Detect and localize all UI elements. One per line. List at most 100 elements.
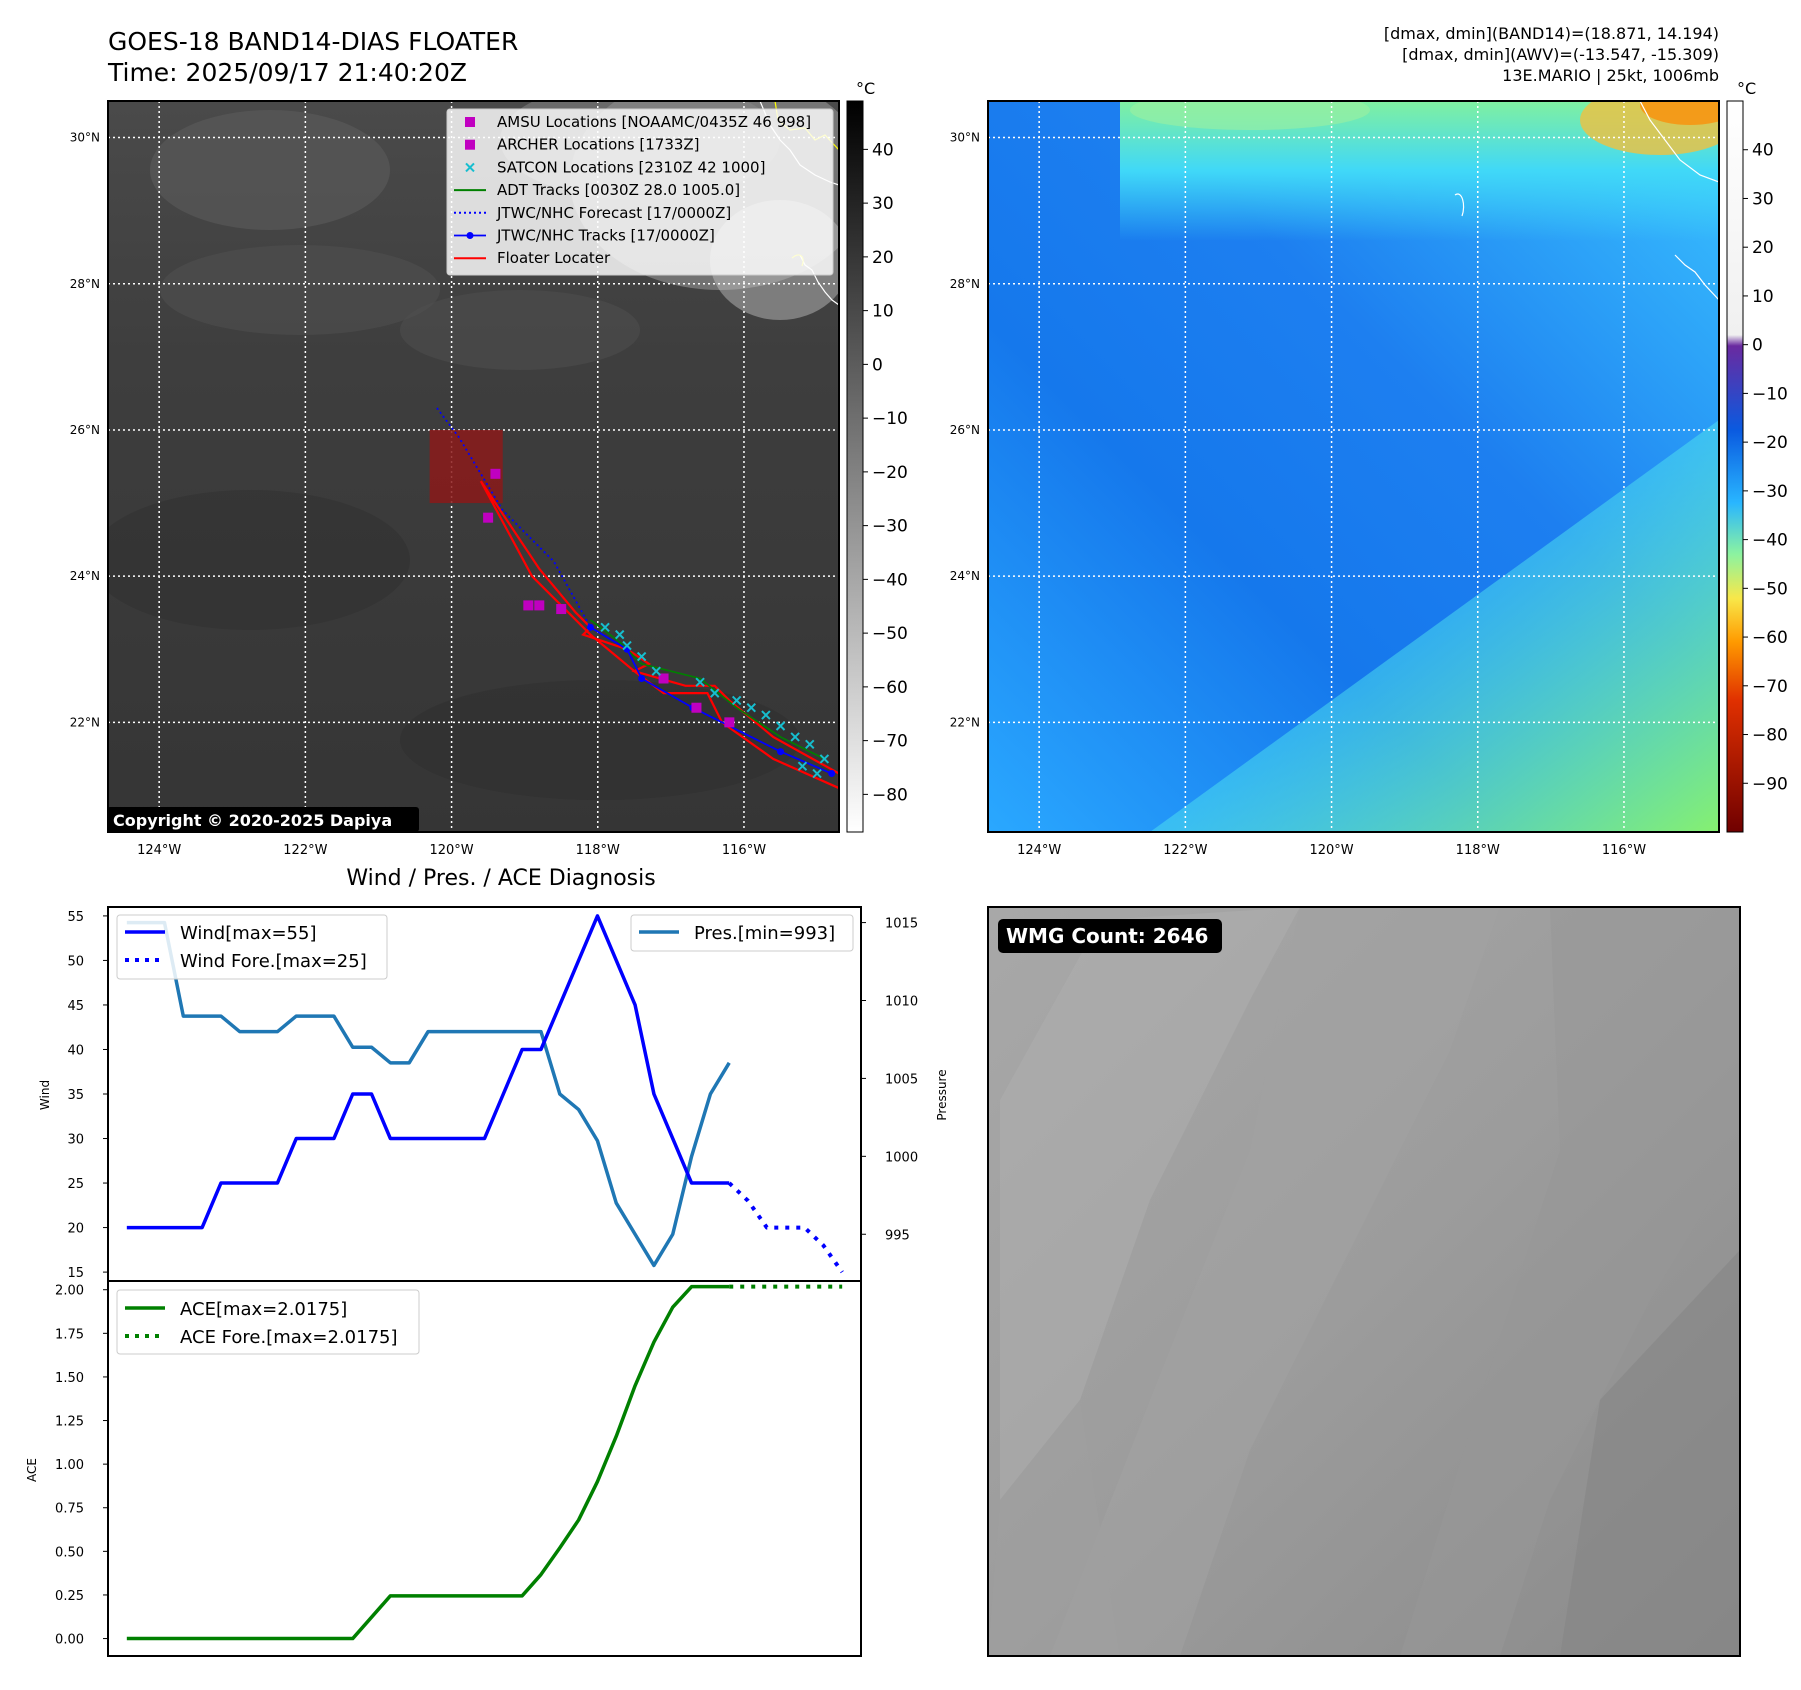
ace-tick-label: 1.00: [55, 1458, 84, 1473]
wind-tick-label: 25: [67, 1177, 84, 1192]
ir-lat-tick-label: 28°N: [70, 277, 100, 291]
ir-lat-tick-label: 26°N: [70, 423, 100, 437]
wind-tick-label: 45: [67, 999, 84, 1014]
ace-axis-label: ACE: [25, 1458, 39, 1482]
stats-band14: [dmax, dmin](BAND14)=(18.871, 14.194): [1384, 24, 1719, 43]
copyright-text: Copyright © 2020-2025 Dapiya: [113, 811, 392, 830]
wind-tick-label: 30: [67, 1133, 84, 1148]
ir-legend-label: JTWC/NHC Forecast [17/0000Z]: [496, 204, 731, 222]
ir-legend-label: AMSU Locations [NOAAMC/0435Z 46 998]: [497, 113, 811, 131]
ace-tick-label: 2.00: [55, 1284, 84, 1299]
wind-pres-lines: [126, 914, 844, 1274]
ir-legend-label: JTWC/NHC Tracks [17/0000Z]: [496, 227, 715, 245]
ir-legend-entry: ADT Tracks [0030Z 28.0 1005.0]: [454, 181, 740, 199]
satcon-point: [775, 721, 786, 731]
colorbar-tick-label: −50: [872, 624, 908, 644]
pres-legend: Pres.[min=993]: [630, 914, 854, 952]
awv-lat-tick-label: 28°N: [950, 277, 980, 291]
amsu-point: [658, 673, 669, 684]
awv-lon-tick-label: 120°W: [1309, 843, 1353, 858]
amsu-point: [523, 600, 534, 611]
wind-legend-text: Wind[max=55]: [180, 923, 317, 944]
ace-tick-label: 0.50: [55, 1545, 84, 1560]
awv-lon-tick-label: 116°W: [1602, 843, 1646, 858]
figure-title: GOES-18 BAND14-DIAS FLOATER: [108, 27, 518, 56]
colorbar-tick-label: −70: [872, 732, 908, 752]
color-colorbar: °C 40 30 20 10 0 −10 −20 −30 −40 −50 −60 −70 −80 −90: [1726, 79, 1788, 833]
jtwc-track-point: [638, 674, 646, 682]
colorbar-tick-label: −20: [1752, 433, 1788, 453]
awv-coastline: [1454, 101, 1719, 301]
storm-info: 13E.MARIO | 25kt, 1006mb: [1502, 66, 1719, 85]
legend-square-marker: [465, 139, 475, 150]
ace-fore-legend-text: ACE Fore.[max=2.0175]: [180, 1327, 398, 1348]
floater-track: [479, 480, 839, 790]
awv-lat-tick-label: 30°N: [950, 131, 980, 145]
colorbar-tick-label: 20: [1752, 238, 1774, 258]
floater-box: [429, 429, 503, 504]
amsu-point: [691, 702, 702, 713]
ace-tick-label: 1.50: [55, 1371, 84, 1386]
ir-map-panel: 124°W 122°W 120°W 118°W 116°W 30°N 28°N 26°N 24…: [70, 100, 840, 858]
awv-lat-tick-label: 22°N: [950, 715, 980, 729]
wmg-panel: WMG Count: 2646: [987, 906, 1741, 1657]
awv-lon-ticks: 124°W 122°W 120°W 118°W 116°W: [1017, 843, 1646, 858]
colorbar-tick-label: 30: [1752, 189, 1774, 209]
satcon-point: [731, 695, 742, 706]
jtwc-track: [589, 626, 833, 775]
gray-colorbar: °C 40 30 20 10 0 −10 −20 −30 −40 −50 −60 −70 −80: [846, 79, 908, 833]
ir-legend-entry: Floater Locater: [454, 249, 611, 267]
amsu-point: [483, 512, 494, 523]
colorbar-tick-label: −60: [872, 678, 908, 698]
wind-tick-label: 35: [67, 1088, 84, 1103]
ace-tick-label: 1.25: [55, 1415, 84, 1430]
satcon-point: [797, 761, 808, 771]
ace-legend: ACE[max=2.0175] ACE Fore.[max=2.0175]: [116, 1289, 420, 1355]
ir-lon-tick-label: 120°W: [429, 843, 473, 858]
wind-axis-label: Wind: [38, 1080, 52, 1110]
satcon-point: [761, 710, 771, 720]
colorbar-tick-label: 40: [1752, 141, 1774, 161]
colorbar-tick-label: 40: [872, 140, 894, 160]
awv-map-panel: 124°W 122°W 120°W 118°W 116°W 30°N 28°N 26°N 24…: [950, 100, 1720, 858]
pressure-tick-label: 1000: [885, 1150, 918, 1165]
pressure-ticks: 1015 1010 1005 1000 995: [861, 917, 918, 1243]
pressure-tick-label: 1010: [885, 995, 918, 1010]
wmg-frame: [987, 906, 1741, 1657]
amsu-point: [490, 468, 501, 479]
ir-legend-entry: JTWC/NHC Tracks [17/0000Z]: [454, 227, 715, 245]
satcon-point: [790, 732, 800, 742]
ir-legend-entry: JTWC/NHC Forecast [17/0000Z]: [454, 204, 731, 222]
satcon-point: [614, 629, 625, 640]
ace-tick-label: 0.00: [55, 1633, 84, 1648]
colorbar-tick-label: −60: [1752, 628, 1788, 648]
wind-tick-label: 20: [67, 1222, 84, 1237]
figure-time: Time: 2025/09/17 21:40:20Z: [107, 58, 467, 87]
gray-colorbar-unit: °C: [856, 79, 875, 98]
colorbar-tick-label: −30: [872, 517, 908, 537]
jtwc-track-point: [777, 748, 785, 756]
wind-fore-legend-text: Wind Fore.[max=25]: [180, 951, 367, 972]
awv-lat-ticks: 30°N 28°N 26°N 24°N 22°N: [950, 131, 980, 730]
pres-legend-text: Pres.[min=993]: [694, 923, 835, 944]
wind-line: [126, 914, 730, 1230]
pressure-tick-label: 995: [885, 1228, 910, 1243]
wind-ticks: 55 50 45 40 35 30 25 20 15: [67, 910, 108, 1281]
adt-track: [589, 619, 825, 760]
ir-legend-label: SATCON Locations [2310Z 42 1000]: [497, 158, 765, 176]
ir-legend-box: [446, 108, 834, 276]
colorbar-tick-label: 10: [1752, 287, 1774, 307]
pressure-axis-label: Pressure: [935, 1069, 949, 1120]
ace-lines: [126, 1284, 843, 1641]
colorbar-tick-label: −10: [1752, 384, 1788, 404]
diagnosis-panel: Wind / Pres. / ACE Diagnosis Wind Pressu…: [25, 866, 949, 1657]
colorbar-tick-label: −90: [1752, 774, 1788, 794]
ir-lon-tick-label: 116°W: [722, 843, 766, 858]
color-colorbar-unit: °C: [1737, 79, 1756, 98]
satcon-point: [695, 677, 705, 687]
ir-legend-entry: ARCHER Locations [1733Z]: [465, 136, 700, 154]
ace-tick-label: 0.75: [55, 1502, 84, 1517]
wind-legend: Wind[max=55] Wind Fore.[max=25]: [116, 914, 388, 980]
copyright-badge: Copyright © 2020-2025 Dapiya: [107, 807, 419, 832]
ir-lat-ticks: 30°N 28°N 26°N 24°N 22°N: [70, 131, 100, 730]
